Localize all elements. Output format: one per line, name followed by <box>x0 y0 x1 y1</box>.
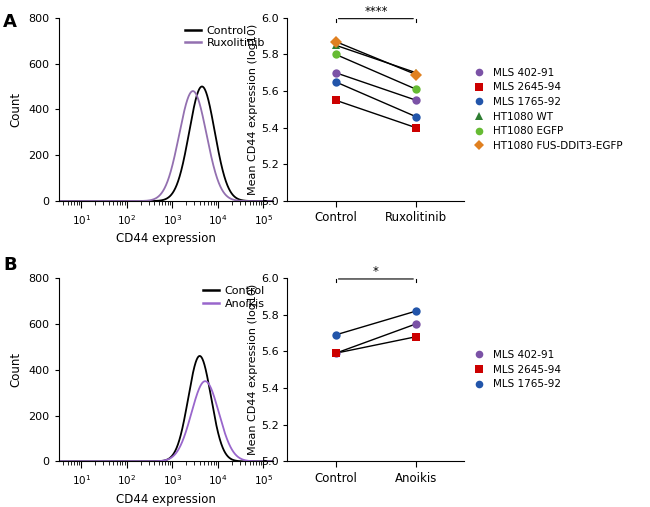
Control <box>142 198 150 204</box>
Control <box>81 198 88 204</box>
Ruxolitinib <box>254 198 261 204</box>
Ruxolitinib <box>55 198 62 204</box>
Control <box>278 198 286 204</box>
Text: B: B <box>3 256 17 274</box>
X-axis label: CD44 expression: CD44 expression <box>116 232 216 245</box>
Control <box>282 198 290 204</box>
Anoikis <box>202 378 209 384</box>
Ruxolitinib <box>189 88 197 94</box>
Line: Anoikis: Anoikis <box>58 381 286 461</box>
Legend: MLS 402-91, MLS 2645-94, MLS 1765-92: MLS 402-91, MLS 2645-94, MLS 1765-92 <box>467 349 562 390</box>
Ruxolitinib <box>278 198 286 204</box>
Control <box>254 198 261 204</box>
Y-axis label: Count: Count <box>10 92 23 127</box>
Control <box>152 198 160 204</box>
Legend: Control, Anoikis: Control, Anoikis <box>202 283 267 311</box>
Ruxolitinib <box>94 198 102 204</box>
Anoikis <box>81 458 88 464</box>
Control <box>198 84 206 90</box>
Control <box>282 458 290 464</box>
Line: Control: Control <box>58 356 286 461</box>
Y-axis label: Mean CD44 expression (log10): Mean CD44 expression (log10) <box>248 284 258 455</box>
Anoikis <box>282 458 290 464</box>
Anoikis <box>278 458 286 464</box>
Text: A: A <box>3 13 17 31</box>
Line: Ruxolitinib: Ruxolitinib <box>58 91 286 201</box>
Anoikis <box>142 458 150 464</box>
Ruxolitinib <box>282 198 290 204</box>
Control <box>94 198 102 204</box>
Control <box>152 458 160 464</box>
Line: Control: Control <box>58 87 286 201</box>
Control <box>196 353 203 359</box>
Text: ****: **** <box>364 5 387 18</box>
Anoikis <box>254 458 261 464</box>
Control <box>55 458 62 464</box>
Text: *: * <box>373 265 379 278</box>
Anoikis <box>55 458 62 464</box>
Control <box>94 458 102 464</box>
Control <box>278 458 286 464</box>
X-axis label: CD44 expression: CD44 expression <box>116 492 216 505</box>
Ruxolitinib <box>81 198 88 204</box>
Anoikis <box>152 458 160 464</box>
Legend: MLS 402-91, MLS 2645-94, MLS 1765-92, HT1080 WT, HT1080 EGFP, HT1080 FUS-DDIT3-E: MLS 402-91, MLS 2645-94, MLS 1765-92, HT… <box>467 66 623 152</box>
Control <box>81 458 88 464</box>
Control <box>55 198 62 204</box>
Legend: Control, Ruxolitinib: Control, Ruxolitinib <box>183 23 267 51</box>
Anoikis <box>94 458 102 464</box>
Control <box>142 458 150 464</box>
Y-axis label: Count: Count <box>10 352 23 387</box>
Control <box>254 458 261 464</box>
Y-axis label: Mean CD44 expression (log10): Mean CD44 expression (log10) <box>248 24 258 195</box>
Ruxolitinib <box>152 195 160 201</box>
Ruxolitinib <box>142 198 150 204</box>
